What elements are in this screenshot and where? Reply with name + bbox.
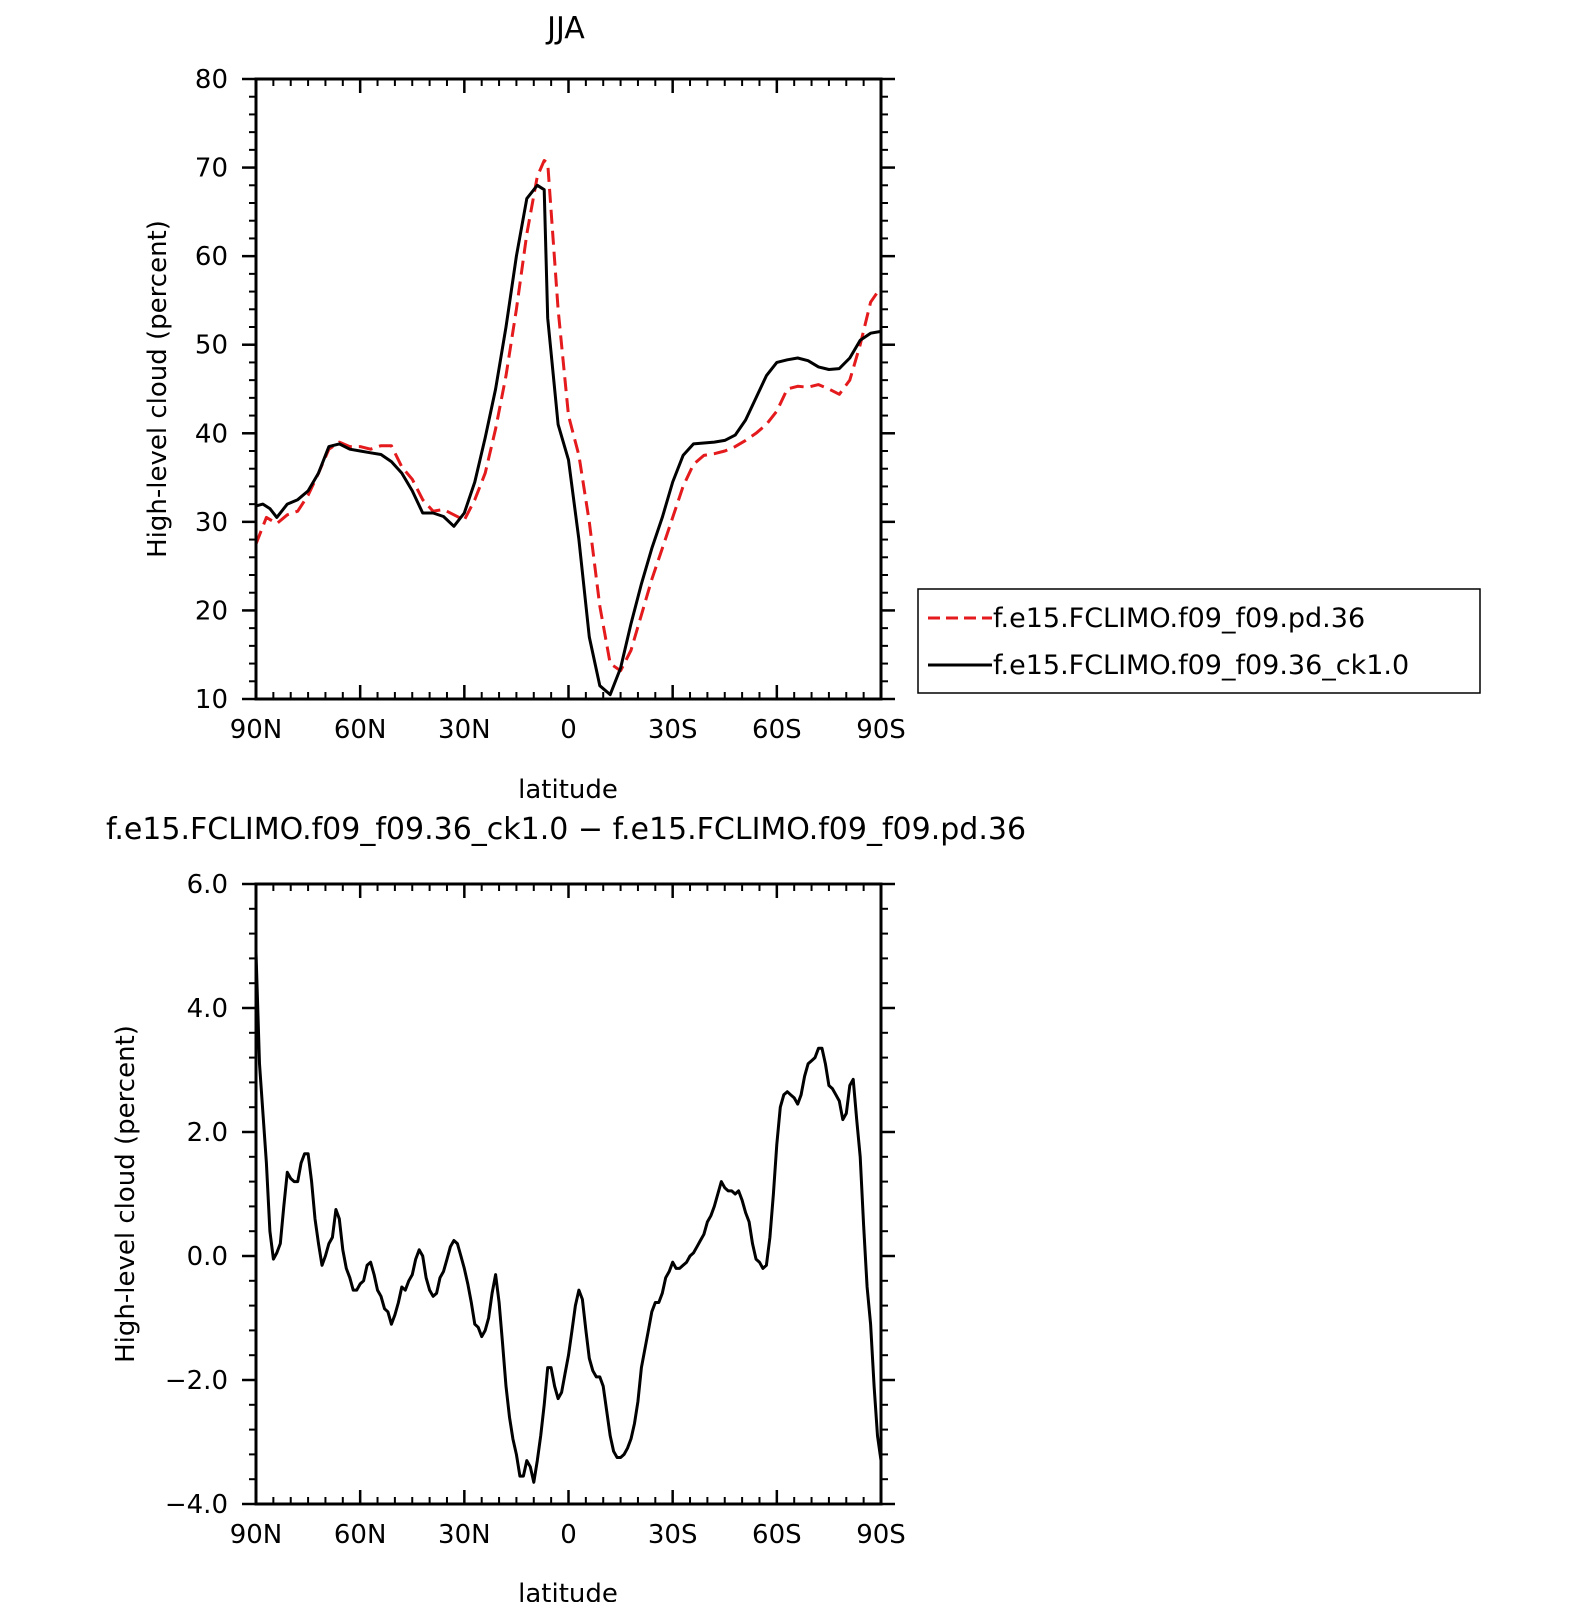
bottom-y-tick-label: 6.0	[187, 870, 228, 900]
top-y-tick-label: 50	[195, 331, 228, 361]
bottom-x-tick-label: 90N	[230, 1520, 283, 1550]
top-x-tick-label: 60S	[752, 715, 802, 745]
top-x-axis-title: latitude	[518, 775, 618, 805]
top-y-tick-label: 80	[195, 65, 228, 95]
bottom-series-line-1	[254, 952, 883, 1484]
top-x-tick-label: 0	[560, 715, 577, 745]
top-x-tick-label: 30S	[648, 715, 698, 745]
top-plot-frame	[254, 77, 883, 701]
bottom-y-axis-title: High-level cloud (percent)	[111, 1025, 141, 1363]
bottom-panel: f.e15.FCLIMO.f09_f09.36_ck1.0 − f.e15.FC…	[106, 812, 1026, 1602]
legend-label-series-1: f.e15.FCLIMO.f09_f09.pd.36	[993, 603, 1365, 634]
top-x-tick-label: 90S	[856, 715, 906, 745]
bottom-ticks	[242, 882, 895, 1506]
top-x-tick-label: 90N	[230, 715, 283, 745]
top-y-tick-label: 70	[195, 154, 228, 184]
bottom-y-tick-label: 2.0	[187, 1118, 228, 1148]
bottom-plot-title: f.e15.FCLIMO.f09_f09.36_ck1.0 − f.e15.FC…	[106, 812, 1026, 847]
top-series-line-1	[254, 159, 883, 673]
top-y-tick-label: 10	[195, 685, 228, 715]
bottom-y-tick-label: 0.0	[187, 1242, 228, 1272]
top-plot-title: JJA	[545, 11, 585, 46]
bottom-series	[254, 952, 883, 1484]
legend: f.e15.FCLIMO.f09_f09.pd.36 f.e15.FCLIMO.…	[917, 588, 1481, 694]
bottom-y-tick-label: 4.0	[187, 994, 228, 1024]
bottom-y-tick-label: −2.0	[165, 1366, 228, 1396]
top-y-tick-label: 20	[195, 596, 228, 626]
top-x-tick-label: 30N	[438, 715, 491, 745]
top-y-tick-label: 30	[195, 508, 228, 538]
bottom-x-tick-label: 90S	[856, 1520, 906, 1550]
bottom-x-tick-label: 60N	[334, 1520, 387, 1550]
bottom-x-tick-label: 60S	[752, 1520, 802, 1550]
bottom-y-tick-label: −4.0	[165, 1490, 228, 1520]
bottom-x-tick-label: 30S	[648, 1520, 698, 1550]
legend-label-series-2: f.e15.FCLIMO.f09_f09.36_ck1.0	[993, 650, 1409, 681]
bottom-x-axis-title: latitude	[518, 1579, 618, 1602]
top-ticks	[242, 77, 895, 701]
bottom-x-tick-label: 0	[560, 1520, 577, 1550]
bottom-tick-labels: 90N 60N 30N 0 30S 60S 90S −4.0 −2.0 0.0 2.0 4.0 6.0	[165, 870, 906, 1550]
top-series-line-2	[255, 183, 882, 697]
legend-box	[917, 588, 1481, 694]
bottom-x-tick-label: 30N	[438, 1520, 491, 1550]
top-tick-labels: 90N 60N 30N 0 30S 60S 90S 10 20 30 40 50 60 70 80	[195, 65, 906, 745]
bottom-plot-frame	[254, 882, 883, 1506]
top-y-tick-label: 60	[195, 242, 228, 272]
top-series	[254, 159, 883, 697]
top-y-axis-title: High-level cloud (percent)	[143, 220, 173, 558]
top-panel: JJA 90N 60N 30N 0 30S 60S 90S1020304050607080 …	[143, 11, 1481, 805]
top-x-tick-label: 60N	[334, 715, 387, 745]
top-y-tick-label: 40	[195, 419, 228, 449]
